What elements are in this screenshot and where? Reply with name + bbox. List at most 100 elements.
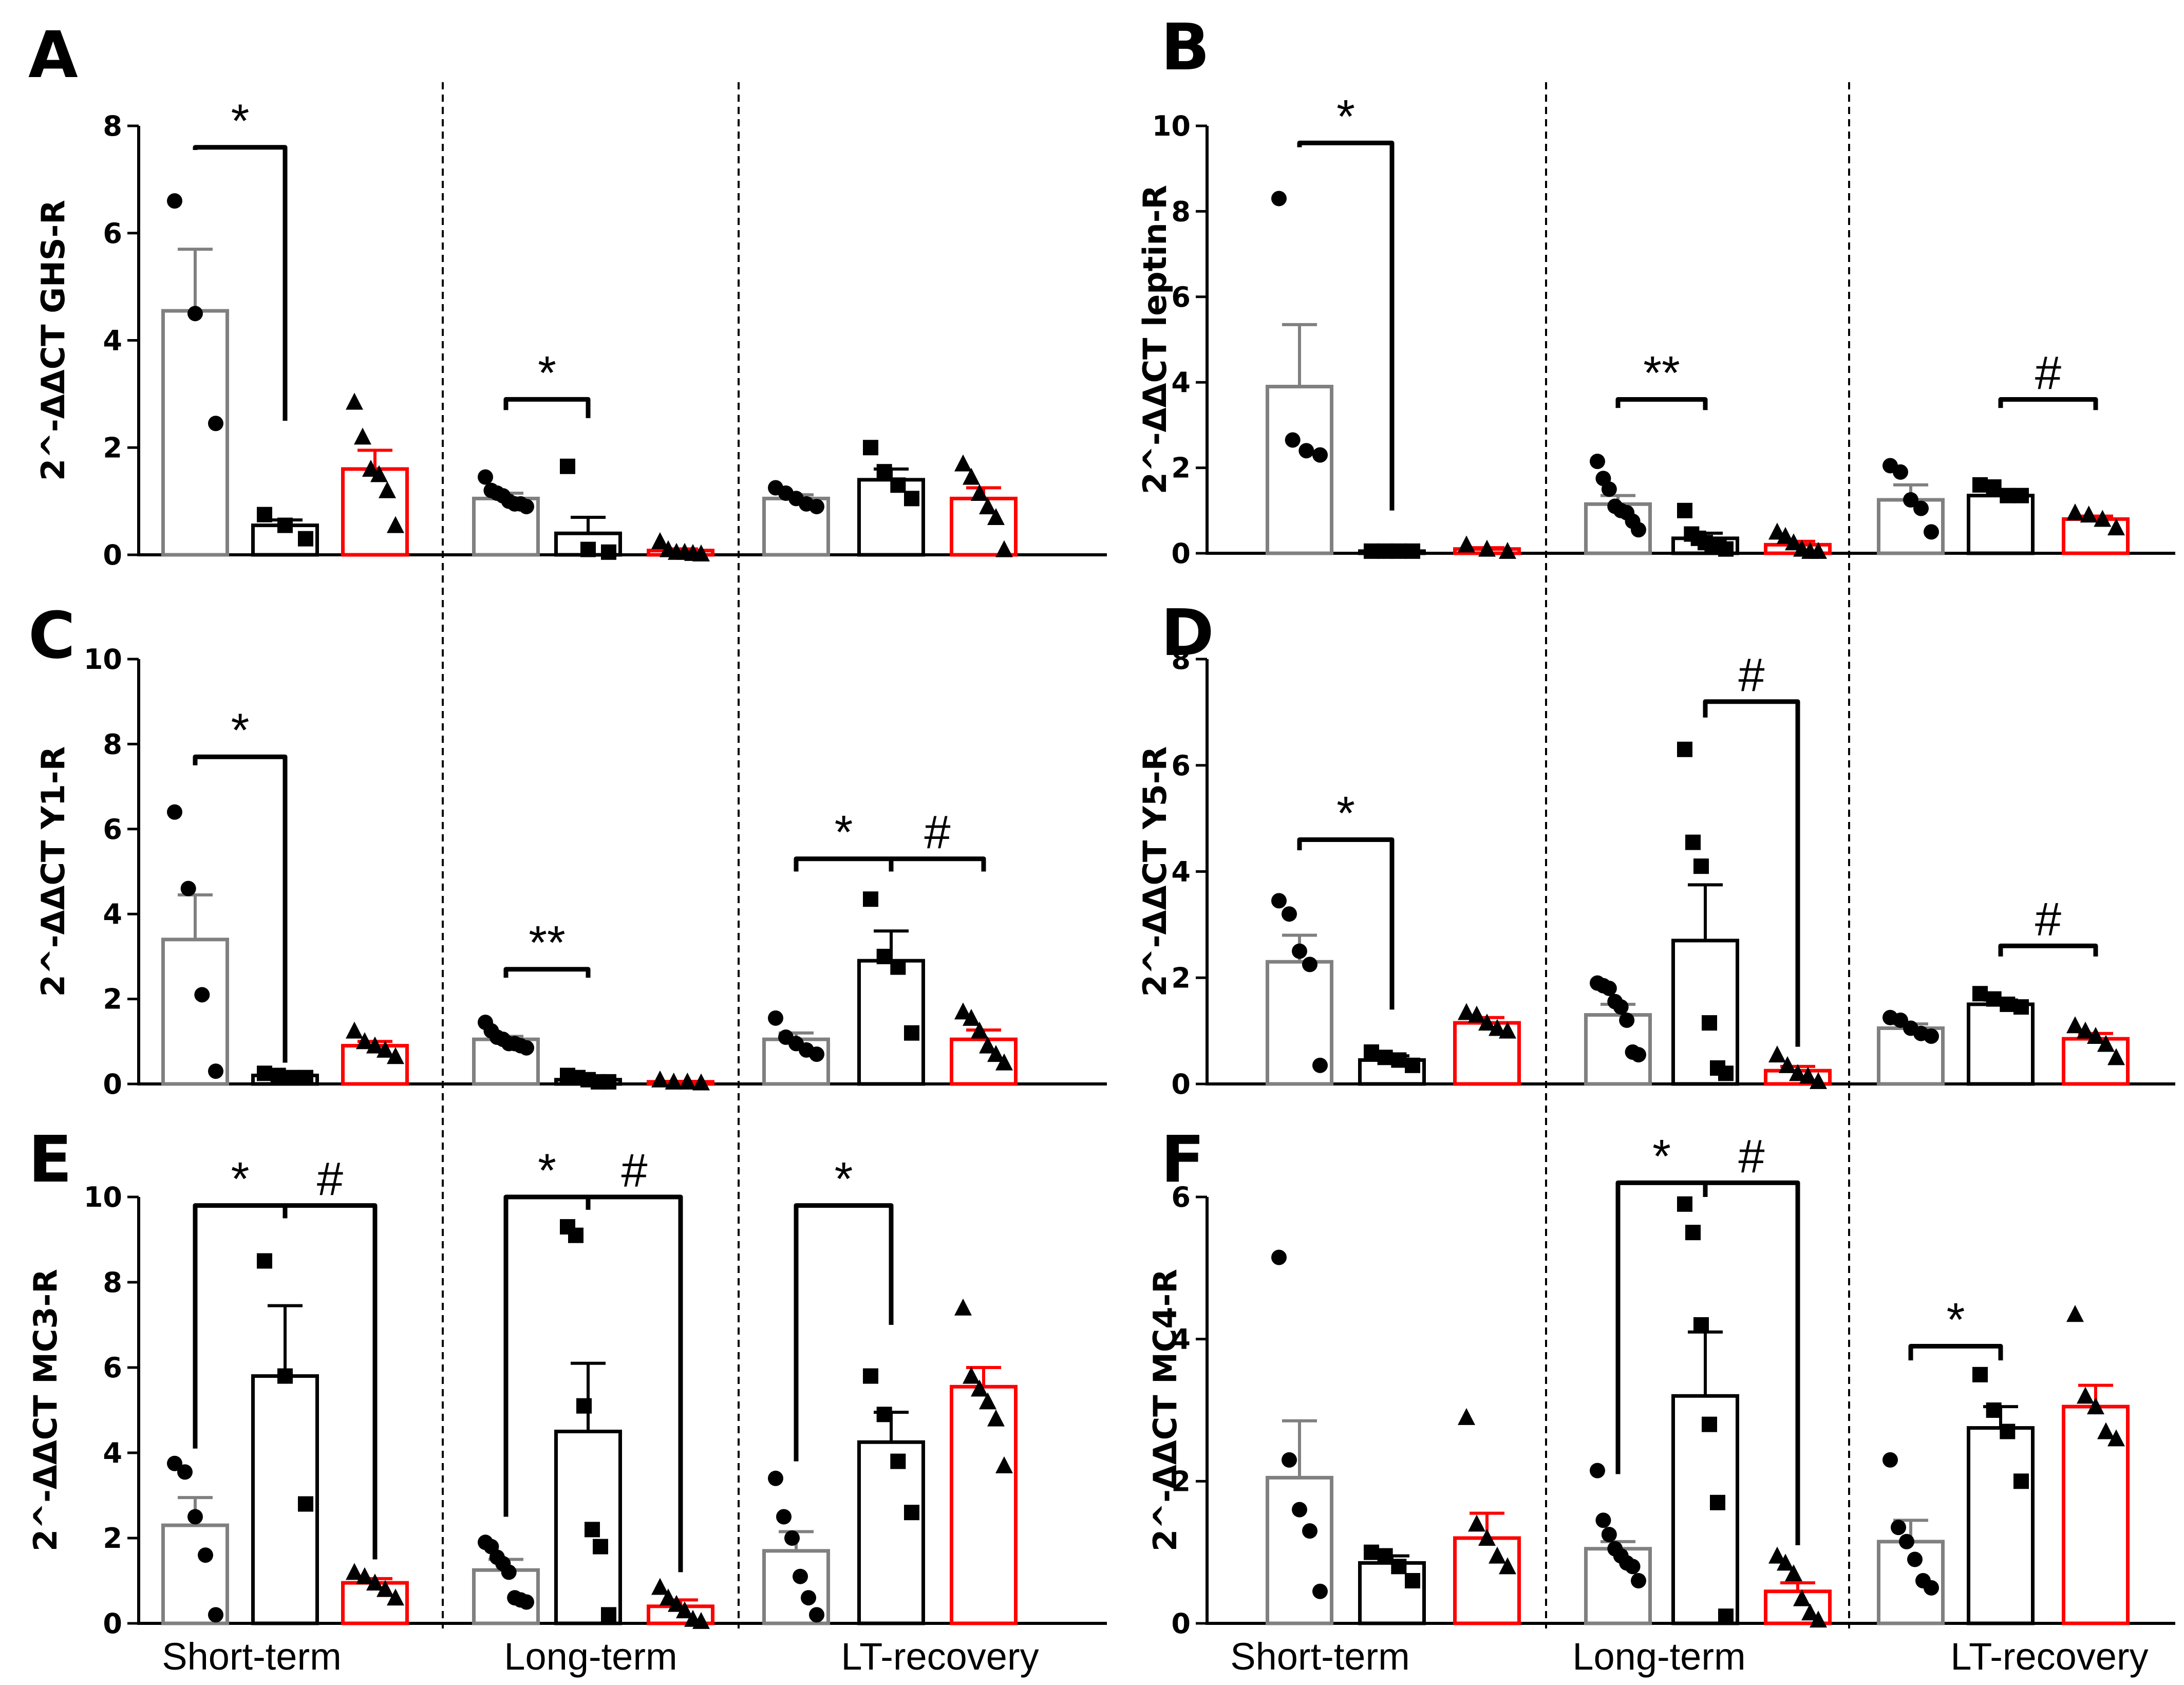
- panel-E: E 0 2 4 6 8 10 2^-ΔΔCT MC3-R * # * # *: [27, 1122, 1107, 1640]
- data-point: [1677, 741, 1692, 757]
- data-point: [1364, 543, 1379, 559]
- data-point: [2077, 1387, 2094, 1404]
- data-point: [2000, 1424, 2016, 1439]
- data-point: [2107, 1048, 2125, 1065]
- significance-mark: *: [538, 1145, 556, 1197]
- data-point: [1468, 1005, 1485, 1023]
- data-point: [257, 507, 272, 522]
- x-category-label: LT-recovery: [841, 1635, 1039, 1678]
- data-point: [971, 1021, 988, 1039]
- data-point: [387, 516, 404, 533]
- data-point: [987, 1409, 1005, 1427]
- data-point: [979, 1036, 996, 1054]
- data-point: [284, 1070, 300, 1085]
- bar-short-term-0: [1266, 385, 1333, 555]
- data-point: [1364, 1544, 1379, 1560]
- data-point: [2094, 510, 2112, 527]
- significance-bracket: [794, 1203, 894, 1462]
- data-point: [890, 959, 906, 975]
- data-point: [1499, 541, 1516, 559]
- significance-mark: *: [231, 704, 250, 757]
- significance-mark: #: [621, 1145, 647, 1197]
- data-point: [1810, 1072, 1827, 1089]
- y-tick-label: 0: [1171, 1607, 1191, 1640]
- significance-mark: **: [529, 917, 566, 969]
- data-point: [379, 481, 396, 498]
- data-point: [1391, 543, 1407, 559]
- data-point: [651, 1070, 669, 1088]
- y-tick-label: 2: [103, 432, 122, 464]
- data-point: [979, 1392, 996, 1410]
- data-point: [1595, 1512, 1611, 1528]
- significance-mark: *: [835, 807, 853, 859]
- data-point: [954, 1298, 972, 1316]
- data-point: [1789, 1064, 1806, 1081]
- y-tick-label: 6: [1171, 1181, 1191, 1213]
- data-point: [1779, 1056, 1796, 1073]
- data-point: [1499, 1021, 1516, 1039]
- data-point: [370, 465, 388, 482]
- y-tick-label: 10: [1152, 110, 1191, 142]
- data-point: [2087, 1397, 2104, 1415]
- significance-bracket: [889, 856, 986, 872]
- data-point: [585, 1522, 600, 1538]
- data-point: [1631, 1047, 1646, 1063]
- data-point: [1702, 1015, 1717, 1031]
- data-point: [1282, 1452, 1297, 1468]
- data-point: [809, 1046, 824, 1062]
- data-point: [863, 440, 878, 456]
- data-point: [995, 1053, 1013, 1071]
- data-point: [346, 1021, 363, 1039]
- y-tick-label: 8: [103, 728, 122, 760]
- data-point: [2000, 488, 2016, 503]
- data-point: [354, 427, 371, 445]
- data-point: [1499, 1557, 1516, 1575]
- significance-bracket: [503, 967, 591, 978]
- data-point: [1693, 1317, 1709, 1333]
- data-point: [1364, 1044, 1379, 1060]
- y-axis-label: 2^-ΔΔCT GHS-R: [34, 200, 72, 481]
- data-point: [1810, 1611, 1827, 1628]
- data-point: [1899, 1533, 1914, 1549]
- data-point: [1271, 1249, 1287, 1265]
- bar-lt-recovery-1: [857, 959, 925, 1086]
- y-tick-label: 0: [103, 1607, 122, 1640]
- data-point: [863, 1368, 878, 1384]
- data-point: [1793, 1589, 1811, 1606]
- y-tick-label: 0: [1171, 1068, 1191, 1100]
- y-tick-label: 8: [103, 1266, 122, 1299]
- significance-mark: **: [1643, 347, 1680, 399]
- data-point: [187, 306, 203, 322]
- y-tick-label: 10: [84, 1181, 122, 1213]
- data-point: [651, 532, 669, 549]
- y-tick-label: 6: [103, 1352, 122, 1384]
- y-axis-label: 2^-ΔΔCT Y1-R: [34, 746, 72, 997]
- data-point: [1302, 1523, 1317, 1539]
- data-point: [651, 1578, 669, 1595]
- data-point: [1972, 1366, 1988, 1382]
- data-point: [346, 392, 363, 410]
- significance-mark: #: [317, 1153, 343, 1206]
- data-point: [167, 193, 182, 209]
- data-point: [298, 531, 313, 547]
- data-point: [1619, 1012, 1635, 1028]
- data-point: [801, 1590, 816, 1606]
- significance-mark: #: [2035, 893, 2061, 946]
- significance-mark: *: [835, 1153, 853, 1206]
- data-point: [1777, 527, 1794, 544]
- bar-short-term-2: [341, 467, 409, 557]
- data-point: [665, 1072, 683, 1090]
- data-point: [1625, 1559, 1641, 1575]
- significance-bracket: [1703, 1180, 1800, 1545]
- bar-short-term-0: [161, 309, 229, 557]
- bar-lt-recovery-1: [1967, 494, 2035, 555]
- data-point: [356, 1032, 373, 1050]
- data-point: [1693, 858, 1709, 874]
- data-point: [1685, 834, 1701, 850]
- data-point: [1590, 454, 1605, 470]
- y-tick-label: 2: [103, 1522, 122, 1555]
- panel-label: C: [28, 598, 76, 673]
- data-point: [995, 540, 1013, 557]
- significance-bracket: [1297, 837, 1395, 1010]
- data-point: [519, 1040, 534, 1056]
